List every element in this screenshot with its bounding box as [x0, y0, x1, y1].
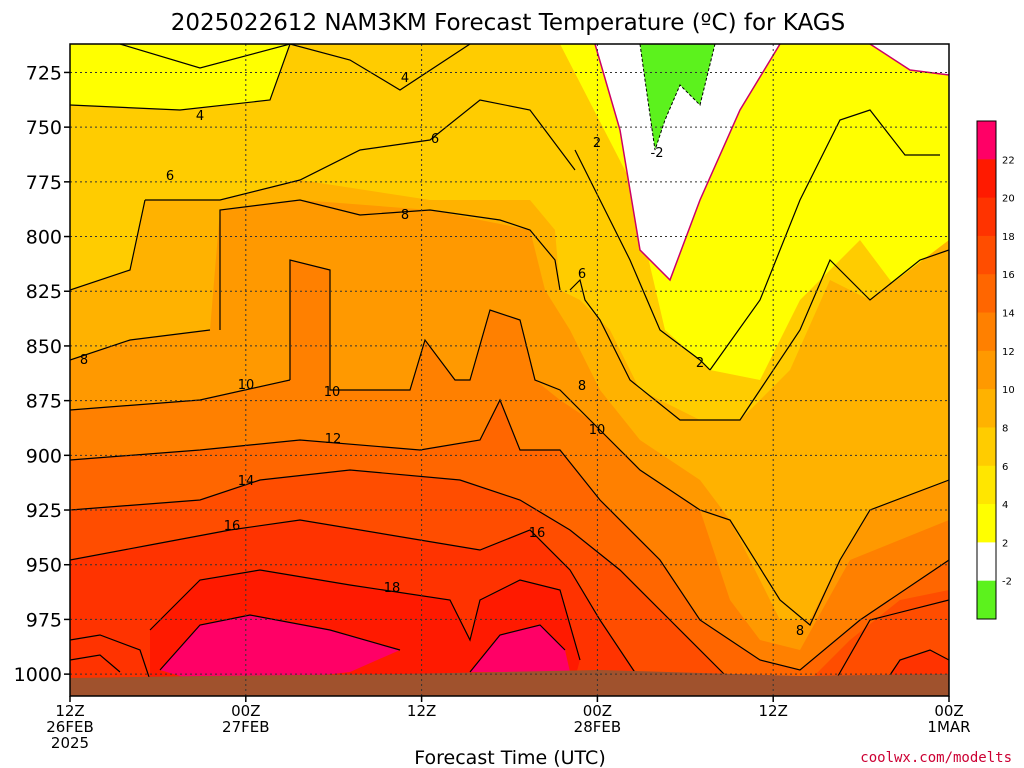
y-tick-label: 975 [26, 609, 62, 631]
contour-label: 4 [401, 71, 409, 86]
x-tick-label: 12Z [759, 702, 788, 720]
colorbar-frame [976, 120, 997, 620]
contour-label: 16 [529, 526, 546, 541]
colorbar-segment [977, 580, 996, 620]
y-tick-label: 875 [26, 391, 62, 413]
y-tick-label: 750 [26, 117, 62, 139]
contour-label: 10 [238, 378, 255, 393]
x-tick-label: 12Z [55, 702, 84, 720]
x-tick-label: 00Z [934, 702, 963, 720]
watermark: coolwx.com/modelts [860, 750, 1012, 766]
colorbar-segment [977, 427, 996, 467]
ground-surface [70, 670, 949, 696]
colorbar-tick-label: -2 [1002, 577, 1012, 588]
x-tick-label: 2025 [51, 734, 89, 752]
contour-label: 12 [325, 432, 342, 447]
y-tick-label: 775 [26, 172, 62, 194]
colorbar-tick-label: 18 [1002, 232, 1015, 243]
minus-two-line [639, 44, 716, 151]
colorbar-segment [977, 389, 996, 428]
colorbar-tick-label: 12 [1002, 347, 1015, 358]
colorbar-tick-label: 14 [1002, 309, 1015, 320]
band-above-freezing-white [595, 44, 949, 280]
y-tick-label: 850 [26, 336, 62, 358]
colorbar-segment [977, 159, 996, 199]
colorbar: -2 2 4 6 8 10 12 14 16 18 20 22 [976, 120, 1015, 620]
colorbar-segment [977, 542, 996, 582]
y-axis: 725 750 775 800 825 850 875 900 925 950 975 1000 [14, 62, 70, 686]
contour-label: -2 [651, 146, 664, 161]
contour-label: 6 [578, 267, 586, 282]
colorbar-segment [977, 121, 996, 160]
colorbar-segment [977, 350, 996, 390]
colorbar-segment [977, 312, 996, 352]
contour-label: 8 [80, 353, 88, 368]
colorbar-tick-label: 20 [1002, 194, 1015, 205]
x-tick-label: 00Z [583, 702, 612, 720]
colorbar-tick-label: 6 [1002, 462, 1008, 473]
colorbar-segment [977, 197, 996, 237]
colorbar-segment [977, 235, 996, 275]
colorbar-tick-label: 22 [1002, 155, 1015, 166]
contour-label: 16 [224, 519, 241, 534]
contour-label: 8 [578, 379, 586, 394]
colorbar-segment [977, 504, 996, 543]
x-tick-label: 28FEB [574, 718, 621, 736]
band-20-22 [160, 615, 400, 682]
contour-label: 6 [431, 132, 439, 147]
contour-lines [70, 44, 949, 691]
contour-label: 2 [593, 136, 601, 151]
y-tick-label: 800 [26, 227, 62, 249]
colorbar-tick-label: 16 [1002, 270, 1015, 281]
x-tick-label: 1MAR [927, 718, 970, 736]
band-below-freezing [640, 44, 715, 150]
contour-label: 4 [196, 109, 204, 124]
x-tick-label: 00Z [231, 702, 260, 720]
temperature-fill-bands [70, 44, 949, 696]
contour-label: 14 [238, 474, 255, 489]
y-tick-label: 725 [26, 62, 62, 84]
y-tick-label: 900 [26, 445, 62, 467]
colorbar-segment [977, 465, 996, 505]
chart-title: 2025022612 NAM3KM Forecast Temperature (… [171, 10, 845, 36]
contour-label: 2 [696, 356, 704, 371]
band-20-22-b [470, 625, 570, 672]
grid-lines [70, 44, 949, 696]
contour-label: 18 [384, 581, 401, 596]
x-tick-label: 12Z [407, 702, 436, 720]
x-tick-label: 26FEB [46, 718, 93, 736]
y-tick-label: 925 [26, 500, 62, 522]
colorbar-segment [977, 274, 996, 314]
contour-label: 10 [324, 385, 341, 400]
plot-frame [69, 43, 950, 697]
contour-label: 6 [166, 169, 174, 184]
freezing-line-right [869, 44, 949, 76]
contour-label: 8 [796, 624, 804, 639]
y-tick-label: 825 [26, 281, 62, 303]
colorbar-tick-label: 2 [1002, 538, 1008, 549]
y-tick-label: 1000 [14, 664, 62, 686]
colorbar-tick-label: 10 [1002, 385, 1015, 396]
contour-labels: 4 4 6 6 2 -2 8 6 8 10 10 8 10 12 14 2 16 16 18 8 [80, 71, 804, 639]
freezing-line [594, 44, 781, 282]
y-tick-label: 950 [26, 555, 62, 577]
contour-label: 10 [589, 423, 606, 438]
contour-label: 8 [401, 208, 409, 223]
colorbar-tick-label: 8 [1002, 423, 1008, 434]
x-axis-label: Forecast Time (UTC) [414, 747, 605, 768]
x-tick-label: 27FEB [222, 718, 269, 736]
colorbar-tick-label: 4 [1002, 500, 1008, 511]
band-2-4 [70, 44, 290, 110]
